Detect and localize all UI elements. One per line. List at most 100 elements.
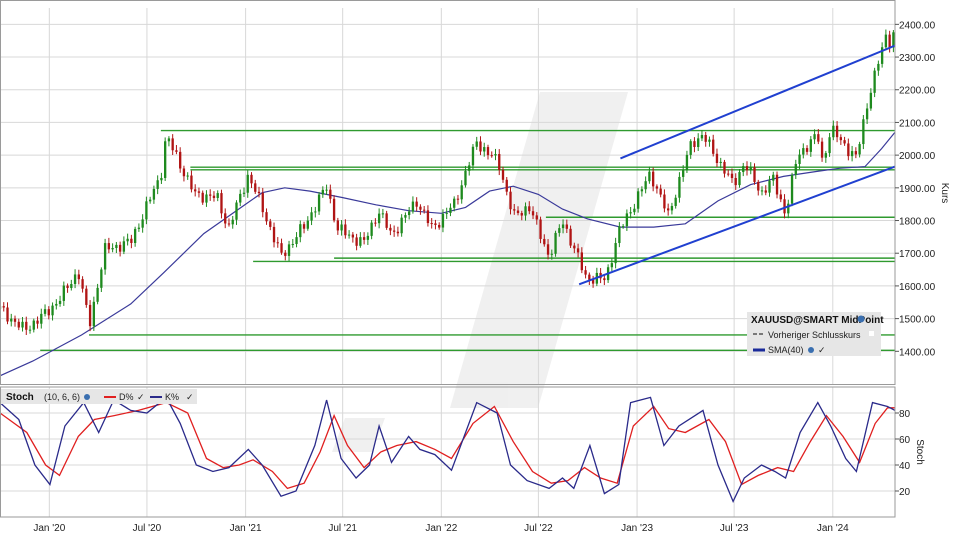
candle: [644, 176, 647, 194]
candle-body: [186, 175, 189, 177]
candle-body: [749, 167, 752, 171]
candle-body: [610, 263, 614, 268]
support-resistance-lines: [40, 129, 895, 352]
candle: [224, 208, 227, 229]
candle-body: [880, 47, 884, 64]
candle-body: [426, 210, 430, 224]
candle: [314, 206, 317, 218]
candle: [332, 195, 336, 223]
candle-body: [839, 137, 843, 141]
candle: [66, 283, 69, 293]
candle: [141, 214, 144, 233]
candle-body: [625, 213, 629, 227]
candle: [449, 203, 452, 217]
price-y-tick-label: 1500.00: [899, 315, 936, 326]
candle: [445, 207, 448, 219]
candle: [655, 184, 659, 194]
candle-body: [764, 190, 767, 193]
candle: [498, 149, 501, 176]
candle-body: [246, 174, 249, 193]
candle: [220, 189, 223, 219]
candle: [790, 172, 794, 207]
candle-body: [659, 188, 662, 195]
candle-body: [802, 148, 805, 155]
legend-d: D%: [119, 392, 134, 402]
candle: [145, 196, 148, 225]
candle: [70, 279, 73, 291]
candle-body: [272, 226, 276, 243]
candle: [884, 29, 888, 51]
price-y-tick-label: 1400.00: [899, 347, 936, 358]
candle-body: [250, 174, 253, 184]
candle-body: [137, 227, 141, 229]
candle: [43, 304, 47, 317]
candle-body: [160, 177, 163, 181]
candle-body: [670, 205, 674, 211]
candle: [659, 184, 662, 198]
candle: [58, 295, 62, 307]
candle-body: [377, 213, 381, 224]
candle: [588, 272, 591, 286]
candle: [663, 189, 666, 213]
price-y-tick-label: 2400.00: [899, 20, 936, 31]
candle: [453, 196, 456, 212]
stoch-legend-box: [1, 389, 197, 404]
watermark-logo: [332, 92, 628, 452]
candle: [772, 171, 775, 186]
candle-body: [873, 70, 876, 93]
candle-body: [603, 278, 606, 281]
x-tick-label: Jan '23: [621, 523, 653, 534]
candle-body: [254, 183, 257, 192]
candle: [494, 148, 497, 161]
candle-body: [809, 139, 812, 152]
candle-body: [644, 181, 647, 190]
candle-body: [561, 224, 565, 229]
candle: [528, 201, 531, 215]
candle-body: [486, 147, 490, 156]
candle: [802, 143, 805, 159]
candle-body: [787, 203, 790, 214]
globe-icon: [857, 315, 865, 323]
candle-body: [760, 190, 764, 192]
candle: [543, 234, 546, 247]
price-legend: XAUUSD@SMART MidPoint Vorheriger Schluss…: [747, 312, 884, 356]
candle: [197, 187, 201, 198]
candle-body: [663, 194, 666, 209]
price-axis-title: Kurs: [939, 183, 950, 204]
candle-body: [235, 202, 238, 220]
candle: [55, 299, 58, 310]
candle-body: [118, 244, 122, 252]
candle-body: [167, 138, 171, 142]
price-y-tick-label: 2100.00: [899, 118, 936, 129]
candle: [231, 215, 234, 229]
candle-body: [103, 243, 107, 270]
candle: [651, 167, 655, 192]
candle: [820, 137, 824, 162]
candle-body: [332, 198, 336, 221]
candle-body: [524, 206, 527, 216]
candle-body: [494, 154, 497, 156]
candle-body: [847, 143, 850, 157]
candle: [430, 218, 433, 229]
candle: [73, 269, 77, 289]
candle: [843, 136, 846, 146]
candle: [100, 267, 103, 293]
candle: [828, 133, 831, 157]
candle: [877, 60, 880, 76]
candle-body: [194, 189, 197, 192]
candle: [715, 148, 719, 168]
candle: [520, 210, 523, 221]
candle: [385, 210, 388, 230]
candle-body: [794, 163, 797, 175]
candle: [685, 150, 689, 173]
candle: [381, 208, 385, 219]
candle-body: [850, 151, 854, 157]
candle: [546, 239, 550, 260]
candle-body: [96, 287, 99, 302]
candle-body: [156, 180, 159, 189]
candle: [704, 131, 707, 147]
legend-k: K%: [165, 392, 179, 402]
candle-body: [392, 230, 396, 232]
candle-body: [32, 320, 35, 330]
